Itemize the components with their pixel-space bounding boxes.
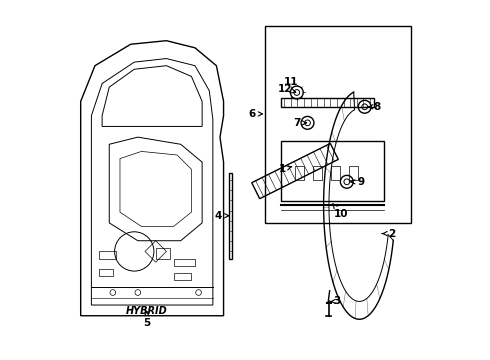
Text: 1: 1 — [279, 164, 292, 174]
Text: 5: 5 — [143, 311, 150, 328]
Text: 3: 3 — [331, 296, 341, 306]
Text: 6: 6 — [248, 109, 263, 119]
Text: 11: 11 — [284, 77, 298, 87]
Text: 7: 7 — [293, 118, 306, 128]
Text: 9: 9 — [351, 177, 365, 187]
Text: 10: 10 — [333, 204, 348, 219]
Text: 12: 12 — [278, 84, 295, 94]
Text: HYBRID: HYBRID — [126, 306, 168, 316]
Text: 4: 4 — [215, 211, 229, 221]
Text: 8: 8 — [368, 102, 381, 112]
Text: 2: 2 — [382, 229, 395, 239]
